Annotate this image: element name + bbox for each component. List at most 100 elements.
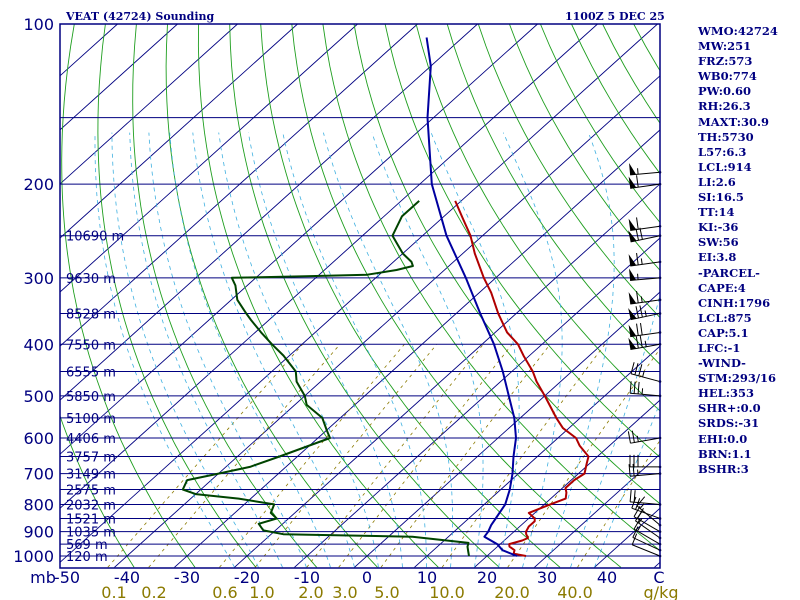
pressure-tick-label: 100	[23, 15, 54, 34]
pressure-tick-label: 700	[23, 465, 54, 484]
pressure-tick-label: 1000	[13, 547, 54, 566]
mixing-ratio-line	[577, 439, 660, 568]
temperature-tick-label: mb	[30, 568, 56, 587]
wind-barb	[628, 252, 662, 267]
height-labels: 10690 m 9630 m 8528 m 7550 m 6555 m 5850 m 510…	[66, 230, 124, 565]
dry-adiabat	[60, 414, 135, 568]
mixing-ratio-line	[380, 344, 551, 568]
temperature-tick-label: 40	[597, 568, 617, 587]
mixing-ratio-line	[219, 344, 405, 568]
pressure-tick-label: 900	[23, 523, 54, 542]
index-line: SW:56	[698, 235, 739, 250]
pressure-tick-label: 800	[23, 495, 54, 514]
temperature-tick-label: 20	[477, 568, 497, 587]
dry-adiabat	[322, 24, 660, 552]
moist-adiabat	[570, 293, 660, 568]
isotherm-line	[354, 291, 660, 568]
index-line: PW:0.60	[698, 84, 752, 99]
dewpoint-profile	[181, 200, 470, 557]
index-line: LI:2.6	[698, 174, 736, 189]
index-line: KI:-36	[698, 220, 739, 235]
temperature-tick-label: -30	[174, 568, 200, 587]
index-line: -WIND-	[698, 356, 746, 371]
dry-adiabat	[415, 24, 660, 412]
mixing-ratio-line	[507, 348, 660, 568]
index-line: EHI:0.0	[698, 431, 748, 446]
wind-barb	[629, 381, 662, 398]
wind-barb	[633, 518, 662, 546]
pressure-tick-label: 500	[23, 387, 54, 406]
height-label: 5850 m	[66, 390, 116, 405]
wind-barb	[628, 175, 662, 189]
temperature-profile	[454, 200, 590, 557]
index-line: HEL:353	[698, 386, 754, 401]
index-line: FRZ:573	[698, 54, 753, 69]
index-line: L57:6.3	[698, 144, 747, 159]
index-line: LCL:875	[698, 310, 752, 325]
temperature-tick-label: C	[653, 568, 664, 587]
dry-adiabat	[132, 24, 318, 568]
moist-adiabat	[502, 132, 563, 568]
height-label: 2575 m	[66, 484, 116, 499]
height-label: 3149 m	[66, 468, 116, 483]
moist-adiabat	[129, 132, 283, 568]
temperature-tick-label: -50	[54, 568, 80, 587]
index-line: SI:16.5	[698, 190, 744, 205]
isotherm-line	[60, 24, 358, 293]
mixing-ratio-line	[338, 344, 513, 568]
index-line: WMO:42724	[698, 24, 778, 38]
temperature-tick-label: 0	[362, 568, 372, 587]
isotherm-line	[174, 129, 660, 568]
isotherm-line	[0, 24, 58, 567]
index-line: -PARCEL-	[698, 265, 760, 280]
mixing-ratio-label: 1.0	[249, 583, 274, 600]
parcel-profile	[425, 37, 518, 557]
temperature-tick-labels: mb-50 -40 -30 -20 -10 0 10 20 30 40 C	[30, 568, 664, 587]
mixing-ratio-label: g/kg	[644, 583, 679, 600]
pressure-tick-label: 300	[23, 269, 54, 288]
temperature-tick-label: 10	[417, 568, 437, 587]
dry-adiabat	[165, 24, 378, 568]
wind-barb	[628, 322, 662, 338]
index-line: WB0:774	[698, 69, 757, 84]
isotherm-line	[60, 24, 298, 239]
index-line: SHR+:0.0	[698, 401, 761, 416]
index-line: BRN:1.1	[698, 446, 752, 461]
isobar-grid	[60, 23, 660, 557]
plot-frame	[59, 23, 661, 569]
moist-adiabat	[546, 132, 615, 568]
pressure-tick-labels: 1000 900 800 700 600 500 400 300 200 100	[13, 15, 54, 566]
moist-adiabat	[169, 132, 331, 568]
pressure-tick-label: 600	[23, 429, 54, 448]
height-label: 120 m	[66, 550, 108, 565]
isotherm-line	[60, 24, 598, 509]
moist-adiabat	[371, 132, 484, 568]
height-label: 1521 m	[66, 512, 116, 527]
index-line: SRDS:-31	[698, 416, 760, 431]
dry-adiabat	[384, 24, 660, 458]
wind-barb	[631, 496, 662, 520]
station-title: VEAT (42724) Sounding	[65, 10, 215, 23]
isotherm-line	[474, 399, 660, 568]
temperature-tick-label: -40	[114, 568, 140, 587]
mixing-ratio-label: 0.6	[212, 583, 237, 600]
mixing-ratio-labels: 0.1 0.2 0.6 1.0 2.0 3.0 5.0 10.0 20.0 40.0 g/kg	[101, 583, 678, 600]
index-line: EI:3.8	[698, 250, 737, 265]
moist-adiabat	[594, 401, 660, 568]
index-line: CINH:1796	[698, 295, 771, 310]
height-label: 8528 m	[66, 307, 116, 322]
wind-barb	[628, 290, 662, 305]
wind-barb	[628, 217, 662, 231]
mixing-ratio-label: 2.0	[298, 583, 323, 600]
mixing-ratio-label: 0.2	[141, 583, 166, 600]
moist-adiabat	[148, 132, 307, 568]
height-label: 6555 m	[66, 366, 116, 381]
isotherm-line	[60, 24, 478, 401]
wind-barb	[629, 268, 662, 281]
index-line: MAXT:30.9	[698, 114, 769, 129]
dry-adiabat	[353, 24, 660, 505]
height-label: 7550 m	[66, 338, 116, 353]
wind-barb	[630, 362, 662, 383]
mixing-ratio-label: 20.0	[494, 583, 530, 600]
isotherm-line	[60, 24, 418, 347]
